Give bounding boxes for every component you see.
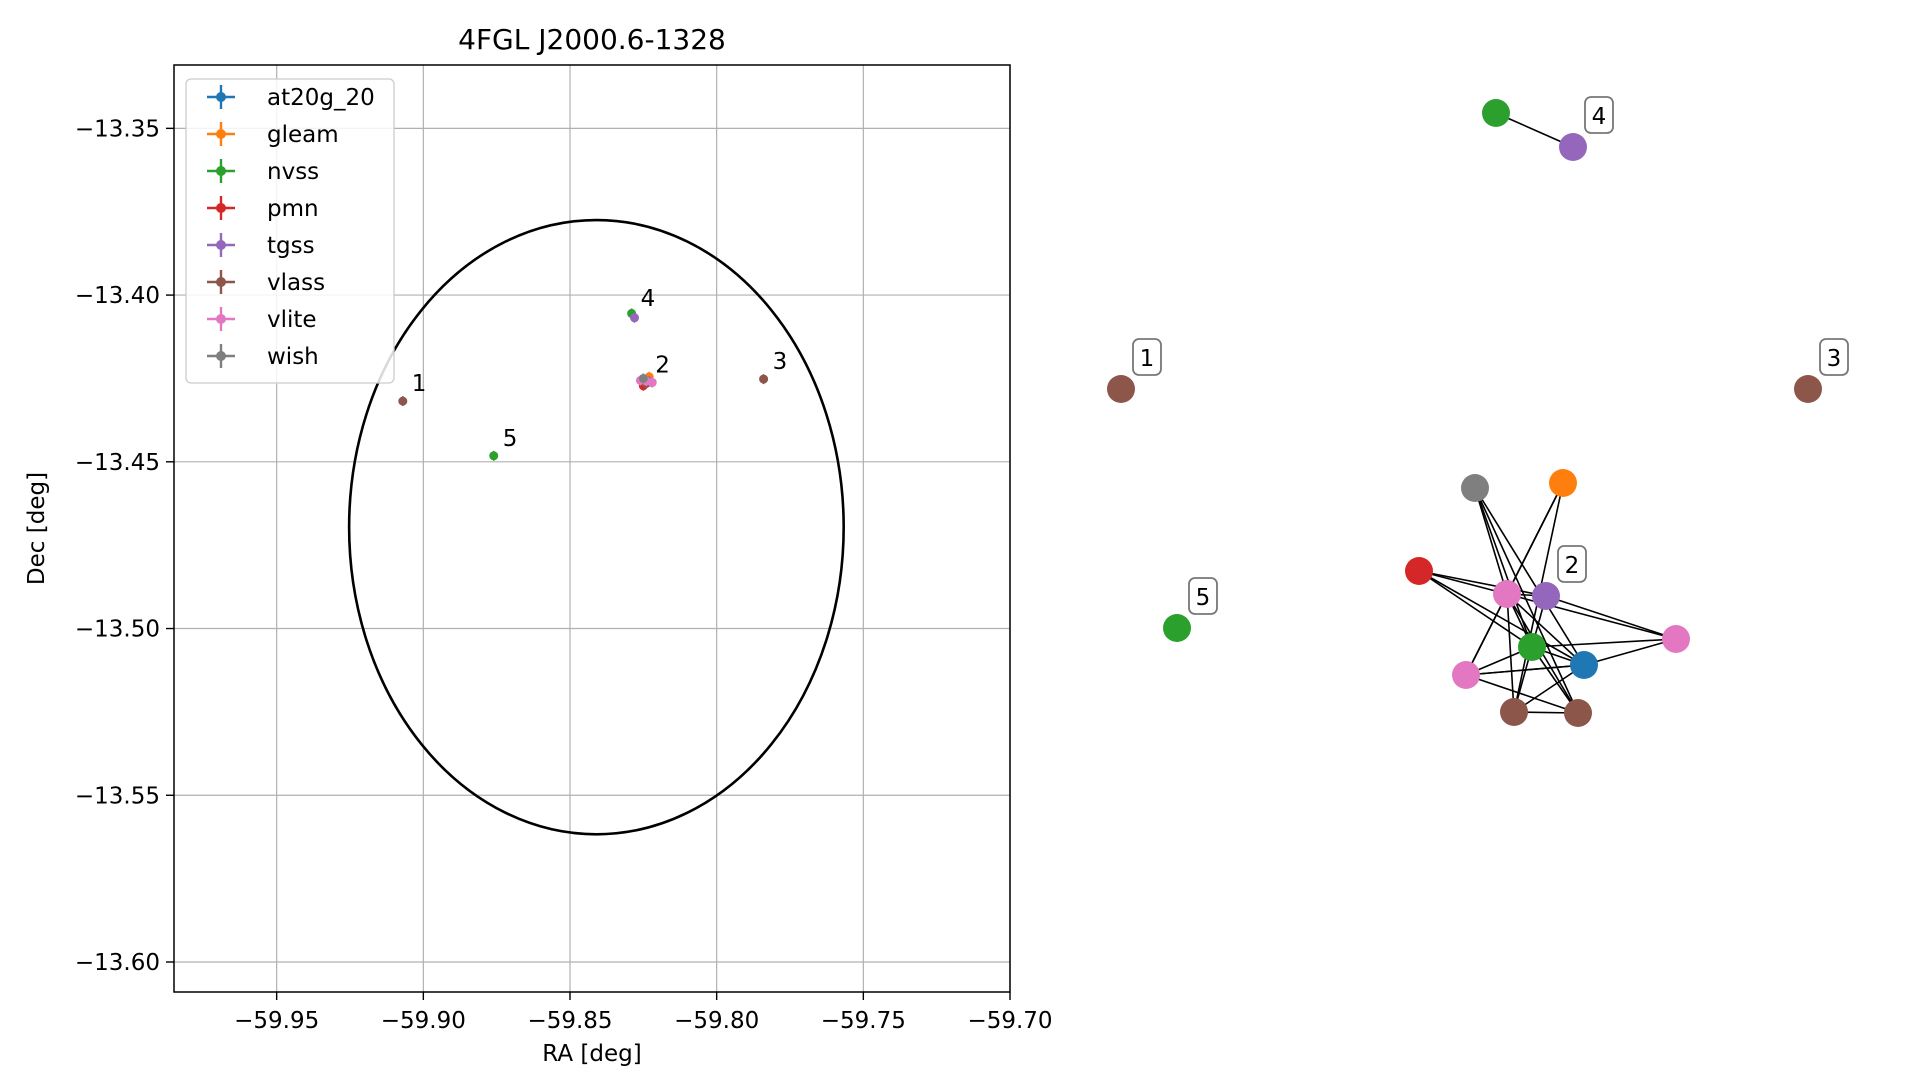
network-edge bbox=[1583, 638, 1677, 666]
legend-marker-dot bbox=[216, 166, 226, 176]
network-node bbox=[1532, 582, 1560, 610]
data-point-vlass bbox=[398, 396, 408, 406]
y-tick-label: −13.60 bbox=[75, 950, 160, 976]
network-label: 1 bbox=[1140, 346, 1155, 372]
network-label-box bbox=[1584, 96, 1614, 134]
network-label: 2 bbox=[1565, 553, 1580, 579]
legend-label: vlass bbox=[267, 270, 325, 296]
point-annotation: 1 bbox=[412, 371, 427, 397]
point-annotation: 5 bbox=[503, 426, 518, 452]
y-tick-label: −13.40 bbox=[75, 283, 160, 309]
chart-title: 4FGL J2000.6-1328 bbox=[458, 23, 726, 56]
network-label-box bbox=[1132, 338, 1162, 376]
network-edge bbox=[1474, 487, 1585, 666]
point-annotation: 2 bbox=[655, 352, 670, 378]
localization-ellipse bbox=[347, 218, 845, 836]
legend-marker-dot bbox=[216, 92, 226, 102]
network-node bbox=[1518, 633, 1546, 661]
legend-label: nvss bbox=[267, 159, 319, 185]
legend-marker-dot bbox=[216, 314, 226, 324]
network-node bbox=[1163, 614, 1191, 642]
y-axis-label: Dec [deg] bbox=[24, 472, 50, 585]
legend-label: tgss bbox=[267, 233, 315, 259]
legend-marker-dot bbox=[216, 240, 226, 250]
legend-label: vlite bbox=[267, 307, 317, 333]
network-node bbox=[1564, 699, 1592, 727]
y-tick-label: −13.35 bbox=[75, 116, 160, 142]
network-node bbox=[1662, 625, 1690, 653]
network-node bbox=[1461, 474, 1489, 502]
network-node bbox=[1107, 375, 1135, 403]
network-node bbox=[1794, 375, 1822, 403]
network-node bbox=[1549, 469, 1577, 497]
data-point-wish bbox=[638, 373, 648, 383]
network-edge bbox=[1418, 570, 1585, 666]
network-edge bbox=[1418, 570, 1508, 595]
legend-box bbox=[185, 78, 395, 384]
network-node bbox=[1405, 557, 1433, 585]
legend-label: wish bbox=[267, 344, 319, 370]
x-tick-label: −59.70 bbox=[967, 1008, 1052, 1034]
network-label-box bbox=[1819, 338, 1849, 376]
network-label: 4 bbox=[1592, 104, 1607, 130]
legend-label: at20g_20 bbox=[267, 85, 375, 111]
network-label: 5 bbox=[1196, 585, 1211, 611]
legend-label: pmn bbox=[267, 196, 319, 222]
scatter-plot: 1 2 3 4 5 −59.95 −59.90 −59.85 −59.80 −59.75 −59.7… bbox=[24, 23, 1053, 1067]
network-edge bbox=[1495, 112, 1574, 148]
network-node bbox=[1482, 99, 1510, 127]
network-node bbox=[1570, 651, 1598, 679]
data-point-nvss bbox=[489, 451, 499, 461]
network-edge bbox=[1418, 570, 1547, 597]
point-annotation: 3 bbox=[773, 349, 788, 375]
legend-marker-dot bbox=[216, 277, 226, 287]
network-label: 3 bbox=[1827, 346, 1842, 372]
network-label-box bbox=[1557, 545, 1587, 583]
x-axis-label: RA [deg] bbox=[542, 1041, 641, 1067]
network-graph: 1 2 3 4 5 bbox=[1107, 96, 1849, 727]
x-tick-label: −59.80 bbox=[674, 1008, 759, 1034]
legend-label: gleam bbox=[267, 122, 339, 148]
network-node bbox=[1500, 698, 1528, 726]
data-point-vlass bbox=[759, 374, 769, 384]
x-tick-label: −59.75 bbox=[821, 1008, 906, 1034]
network-edge bbox=[1465, 674, 1579, 714]
point-annotation: 4 bbox=[641, 286, 656, 312]
network-edge bbox=[1545, 595, 1677, 640]
y-tick-label: −13.45 bbox=[75, 450, 160, 476]
legend-marker-dot bbox=[216, 351, 226, 361]
network-node bbox=[1493, 580, 1521, 608]
network-edge bbox=[1531, 638, 1677, 648]
data-point-vlite bbox=[647, 377, 657, 387]
network-node bbox=[1452, 661, 1480, 689]
network-edge bbox=[1506, 593, 1515, 713]
legend-marker-dot bbox=[216, 203, 226, 213]
axes-frame bbox=[173, 64, 1011, 993]
network-edge bbox=[1474, 487, 1579, 714]
network-edge bbox=[1465, 664, 1585, 676]
network-edge bbox=[1506, 593, 1585, 666]
network-edge bbox=[1418, 570, 1533, 648]
network-edge bbox=[1513, 664, 1585, 713]
legend-marker-dot bbox=[216, 129, 226, 139]
network-edge bbox=[1465, 593, 1508, 676]
y-tick-label: −13.55 bbox=[75, 783, 160, 809]
x-tick-label: −59.85 bbox=[527, 1008, 612, 1034]
x-tick-label: −59.95 bbox=[234, 1008, 319, 1034]
y-tick-label: −13.50 bbox=[75, 617, 160, 643]
data-point-tgss bbox=[630, 313, 640, 323]
network-node bbox=[1559, 133, 1587, 161]
network-edge bbox=[1474, 487, 1508, 595]
network-label-box bbox=[1188, 577, 1218, 615]
x-tick-label: −59.90 bbox=[381, 1008, 466, 1034]
